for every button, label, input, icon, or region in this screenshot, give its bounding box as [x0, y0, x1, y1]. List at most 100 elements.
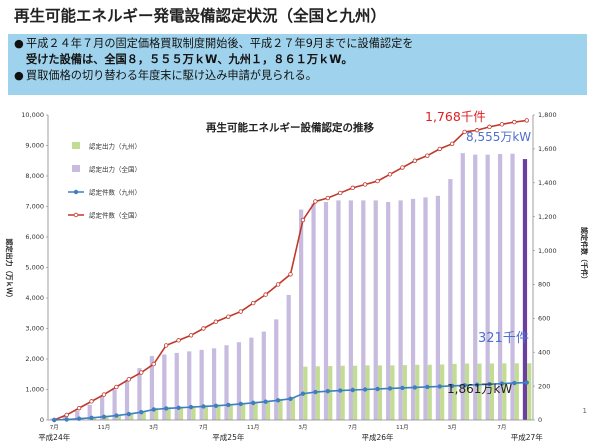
bar-national: [323, 201, 329, 420]
legend-label: 認定出力（九州）: [89, 141, 141, 150]
bar-kyushu: [464, 363, 470, 420]
bar-kyushu: [502, 363, 507, 420]
series-national-count-point: [325, 195, 331, 201]
series-national-count-point: [275, 282, 281, 287]
series-national-count-point: [213, 319, 219, 324]
right-tick-label: 1,000: [538, 247, 557, 255]
bar-national: [373, 200, 378, 420]
series-kyushu-count-point: [76, 416, 82, 421]
series-national-count-point: [338, 190, 343, 196]
series-kyushu-count-point: [151, 407, 156, 412]
series-national-count-point: [263, 292, 268, 297]
x-tick-label: 7月: [199, 424, 208, 431]
series-kyushu-count-point: [350, 387, 355, 393]
page-number: 1: [582, 407, 587, 415]
series-national-count-point: [188, 333, 194, 338]
x-tick-label: 3月: [298, 424, 307, 431]
annotation-kyushu-count: 321千件: [478, 331, 529, 346]
era-label: 平成27年: [511, 432, 544, 442]
series-kyushu-count-point: [226, 402, 231, 408]
bar-national: [299, 209, 304, 420]
bar-national: [149, 355, 155, 420]
left-tick-label: 5,000: [25, 264, 44, 272]
series-kyushu-count-point: [474, 382, 480, 387]
series-national-count-point: [250, 300, 256, 306]
page-title: 再生可能エネルギー発電設備認定状況（全国と九州）: [14, 7, 387, 25]
bar-national: [162, 354, 167, 420]
bar-kyushu: [440, 364, 445, 420]
bar-national: [236, 342, 242, 420]
left-tick-label: 2,000: [25, 355, 44, 363]
series-kyushu-count-point: [250, 400, 256, 406]
series-kyushu-count-point: [449, 383, 455, 389]
series-national-count-point: [499, 122, 505, 127]
series-national-count-point: [89, 399, 94, 404]
bar-kyushu: [253, 401, 258, 420]
bar-kyushu: [377, 365, 383, 420]
bar-national: [336, 200, 341, 420]
bar-national: [261, 331, 266, 420]
series-kyushu-count-point: [114, 413, 119, 418]
chart-title: 再生可能エネルギー設備認定の推移: [206, 121, 374, 134]
bar-national: [286, 294, 291, 420]
series-kyushu-count-point: [375, 386, 380, 392]
bullet-dot-icon: ●: [14, 37, 24, 50]
x-tick-label: 11月: [396, 424, 409, 431]
series-kyushu-count-point: [288, 396, 293, 402]
x-tick-label: 7月: [497, 424, 506, 431]
series-kyushu-count-point: [325, 388, 331, 394]
series-national-count-point: [163, 343, 169, 348]
series-kyushu-count-point: [139, 410, 144, 415]
series-national-count-point: [201, 326, 206, 331]
left-tick-label: 1,000: [25, 386, 44, 394]
bullet-1: ● 平成２４年７月の固定価格買取制度開始後、平成２７年9月までに設備認定を: [14, 36, 581, 52]
series-national-count-point: [362, 182, 368, 187]
legend-swatch-marker: [73, 212, 79, 218]
series-kyushu-count-point: [275, 398, 281, 403]
bar-national: [460, 153, 465, 420]
bar-kyushu: [477, 363, 482, 420]
series-kyushu-count-point: [387, 386, 393, 391]
legend-swatch-marker: [73, 189, 79, 195]
series-national-count-point: [139, 370, 144, 375]
right-tick-label: 600: [538, 315, 550, 323]
left-tick-label: 4,000: [25, 294, 44, 302]
bar-kyushu: [129, 413, 134, 420]
series-national-count-point: [226, 314, 231, 319]
left-tick-label: 8,000: [25, 172, 44, 180]
legend-swatch: [72, 165, 80, 172]
series-kyushu-count-point: [163, 406, 169, 411]
bar-national: [187, 351, 192, 420]
left-tick-label: 3,000: [25, 325, 44, 333]
bar-kyushu: [427, 364, 432, 420]
right-tick-label: 1,800: [538, 111, 557, 119]
legend-label: 認定出力（全国）: [89, 164, 141, 173]
bar-kyushu: [141, 412, 146, 420]
bar-kyushu: [191, 405, 196, 420]
bar-kyushu: [402, 365, 407, 420]
series-kyushu-count-point: [188, 404, 194, 410]
series-kyushu-count-point: [362, 387, 368, 392]
series-national-count-point: [412, 158, 418, 163]
bar-kyushu: [178, 406, 184, 420]
bar-national: [137, 368, 142, 420]
left-tick-label: 10,000: [21, 111, 44, 119]
series-national-count-point: [437, 146, 442, 152]
bar-national: [311, 203, 316, 420]
series-national-count-point: [375, 178, 380, 184]
series-kyushu-count-point: [89, 415, 94, 420]
series-kyushu-count-point: [462, 383, 467, 388]
bullet-2-text: 買取価格の切り替わる年度末に駆け込み申請が見られる。: [26, 69, 317, 82]
series-kyushu-count-point: [300, 391, 306, 396]
annotation-national-output: 8,555万kW: [466, 130, 531, 144]
series-kyushu-count-point: [213, 403, 219, 408]
bullet-1-continued: 受けた設備は、全国８，５５５万ｋW、九州１，８６１万ｋW。: [14, 52, 581, 68]
series-kyushu-count-point: [524, 380, 529, 385]
bar-kyushu: [365, 365, 370, 420]
bars-layer: [50, 153, 532, 421]
series-national-count-point: [151, 361, 156, 367]
series-national-count-point: [176, 338, 181, 343]
series-kyushu-count-point: [400, 385, 405, 391]
legend-label: 認定件数（全国）: [89, 210, 141, 219]
